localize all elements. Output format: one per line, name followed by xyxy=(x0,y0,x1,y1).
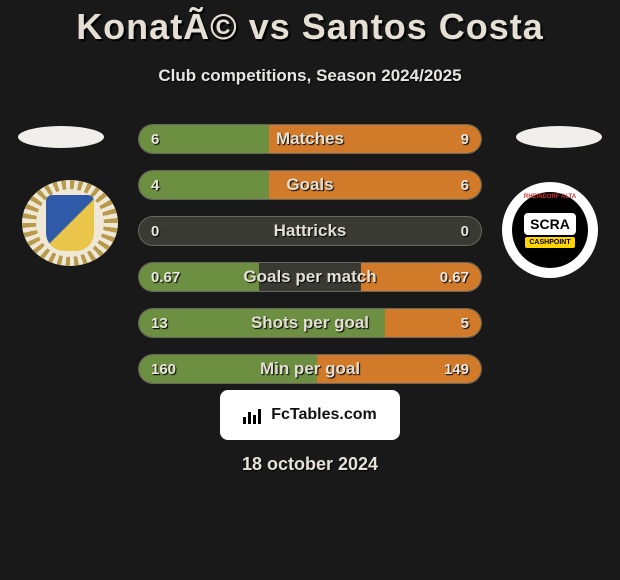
bar-chart-icon xyxy=(243,406,265,424)
scra-badge-icon: RHEINDORF ALTA xyxy=(512,192,588,268)
stat-row: 6 9 Matches xyxy=(138,124,482,154)
stat-value-left: 0 xyxy=(151,217,159,245)
stat-row: 0.67 0.67 Goals per match xyxy=(138,262,482,292)
stat-row: 13 5 Shots per goal xyxy=(138,308,482,338)
stat-row: 160 149 Min per goal xyxy=(138,354,482,384)
stat-value-right: 5 xyxy=(461,309,469,337)
stat-value-right: 0 xyxy=(461,217,469,245)
stat-label: Matches xyxy=(276,129,344,149)
shield-icon xyxy=(46,195,94,251)
fctables-label: FcTables.com xyxy=(271,406,377,424)
subtitle: Club competitions, Season 2024/2025 xyxy=(0,66,620,86)
stat-label: Goals per match xyxy=(243,267,376,287)
decor-oval-left xyxy=(18,126,104,148)
page-title: KonatÃ© vs Santos Costa xyxy=(0,0,620,48)
stat-label: Goals xyxy=(286,175,333,195)
stat-value-right: 6 xyxy=(461,171,469,199)
stat-value-left: 4 xyxy=(151,171,159,199)
comparison-rows: 6 9 Matches 4 6 Goals 0 0 Hattricks 0.67 0.67 Goals… xyxy=(138,124,482,400)
stat-value-right: 9 xyxy=(461,125,469,153)
stat-row: 4 6 Goals xyxy=(138,170,482,200)
club-crest-left xyxy=(22,180,118,266)
stat-label: Min per goal xyxy=(260,359,360,379)
stat-value-left: 0.67 xyxy=(151,263,180,291)
stat-value-left: 160 xyxy=(151,355,176,383)
fctables-badge: FcTables.com xyxy=(220,390,400,440)
decor-oval-right xyxy=(516,126,602,148)
scra-arc-text: RHEINDORF ALTA xyxy=(520,194,580,214)
stat-value-left: 13 xyxy=(151,309,168,337)
stat-label: Shots per goal xyxy=(251,313,369,333)
club-crest-right: RHEINDORF ALTA xyxy=(502,182,598,278)
date-label: 18 october 2024 xyxy=(0,454,620,475)
stat-value-right: 0.67 xyxy=(440,263,469,291)
stat-row: 0 0 Hattricks xyxy=(138,216,482,246)
stat-value-right: 149 xyxy=(444,355,469,383)
stat-value-left: 6 xyxy=(151,125,159,153)
stat-label: Hattricks xyxy=(274,221,347,241)
